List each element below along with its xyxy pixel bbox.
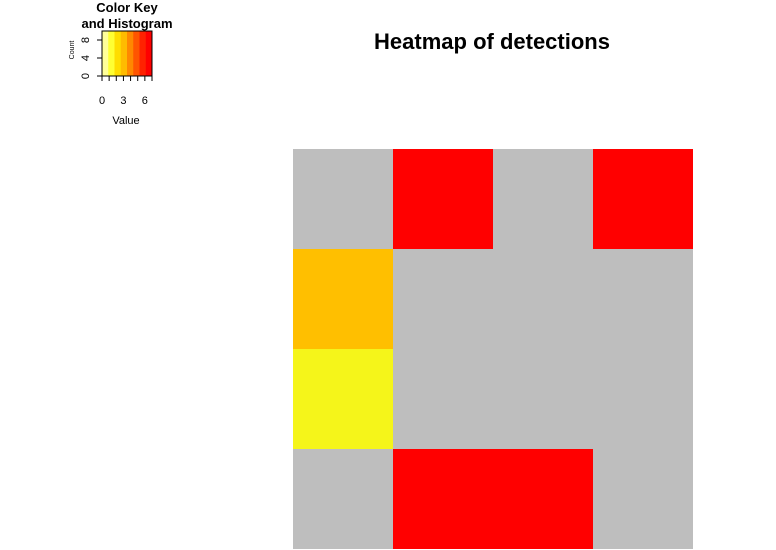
heatmap-cell-r3-c3 <box>493 349 593 449</box>
heatmap-cell-r3-c4 <box>593 349 693 449</box>
heatmap-cell-r4-c2 <box>393 449 493 549</box>
color-key-band-6 <box>133 31 140 76</box>
color-key-gradient <box>102 31 153 76</box>
color-key-x-ticks: 0 3 6 <box>99 76 153 107</box>
color-key-x-tick-label: 3 <box>120 95 126 107</box>
heatmap-grid <box>293 149 693 549</box>
color-key-band-3 <box>114 31 122 76</box>
color-key-band-2 <box>108 31 115 76</box>
heatmap-cell-r2-c4 <box>593 249 693 349</box>
chart-title: Heatmap of detections <box>374 29 610 54</box>
color-key-y-label: Count <box>69 41 76 60</box>
heatmap-cell-r1-c2 <box>393 149 493 249</box>
color-key-band-1 <box>102 31 109 76</box>
heatmap-cell-r4-c1 <box>293 449 393 549</box>
color-key-x-tick-label: 0 <box>99 95 105 107</box>
heatmap-cell-r1-c1 <box>293 149 393 249</box>
color-key-title-line1: Color Key <box>96 0 158 15</box>
heatmap-cell-r4-c3 <box>493 449 593 549</box>
color-key-band-8 <box>145 31 153 76</box>
color-key-title-line2: and Histogram <box>81 16 172 31</box>
color-key-y-tick-label: 8 <box>80 37 92 43</box>
color-key: Color Key and Histogram 0 3 6 0 4 8 Value Co… <box>69 0 173 127</box>
heatmap-cell-r2-c3 <box>493 249 593 349</box>
heatmap-cell-r1-c4 <box>593 149 693 249</box>
heatmap-cell-r2-c2 <box>393 249 493 349</box>
color-key-y-ticks: 0 4 8 <box>80 37 102 79</box>
heatmap-cell-r1-c3 <box>493 149 593 249</box>
color-key-y-tick-label: 0 <box>80 73 92 79</box>
color-key-y-tick-label: 4 <box>80 55 92 61</box>
heatmap-cell-r3-c1 <box>293 349 393 449</box>
color-key-band-7 <box>139 31 147 76</box>
heatmap-cell-r3-c2 <box>393 349 493 449</box>
color-key-x-label: Value <box>112 115 139 127</box>
heatmap-cell-r2-c1 <box>293 249 393 349</box>
color-key-band-4 <box>120 31 128 76</box>
color-key-x-tick-label: 6 <box>142 95 148 107</box>
heatmap-cell-r4-c4 <box>593 449 693 549</box>
color-key-band-5 <box>127 31 134 76</box>
